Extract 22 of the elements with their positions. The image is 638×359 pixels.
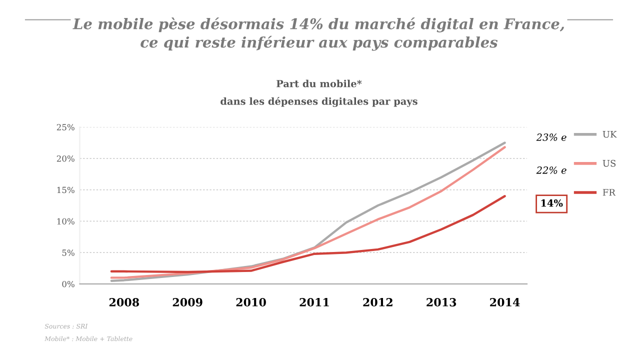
x-tick-label: 2011 <box>300 298 329 306</box>
legend-label: US <box>602 160 616 167</box>
x-tick-label: 2009 <box>172 298 202 306</box>
text: 22% e <box>536 166 566 174</box>
y-tick-label: 0% <box>62 280 74 288</box>
y-tick-label: 20% <box>56 155 74 162</box>
legend-label: FR <box>602 189 616 196</box>
chart-title: Le mobile pèse désormais 14% du marché digital en France, ce qui reste inférieur aux pays comparables <box>72 17 564 51</box>
legend-label: UK <box>602 130 617 138</box>
y-tick-label: 15% <box>57 186 74 194</box>
y-tick-label: 5% <box>62 250 74 256</box>
line-series <box>110 195 506 274</box>
y-tick-label: 25% <box>56 124 74 130</box>
x-tick-label: 2014 <box>490 298 520 306</box>
y-tick-label: 10% <box>57 218 74 224</box>
x-tick-label: 2008 <box>109 298 140 306</box>
x-tick-label: 2012 <box>363 298 392 306</box>
x-tick-label: 2013 <box>426 298 456 306</box>
text: 23% e <box>536 134 566 141</box>
x-tick-label: 2010 <box>236 298 266 306</box>
text: 14% <box>541 199 563 207</box>
chart-subtitle: Part du mobile* dans les dépenses digitales par pays <box>220 80 418 107</box>
